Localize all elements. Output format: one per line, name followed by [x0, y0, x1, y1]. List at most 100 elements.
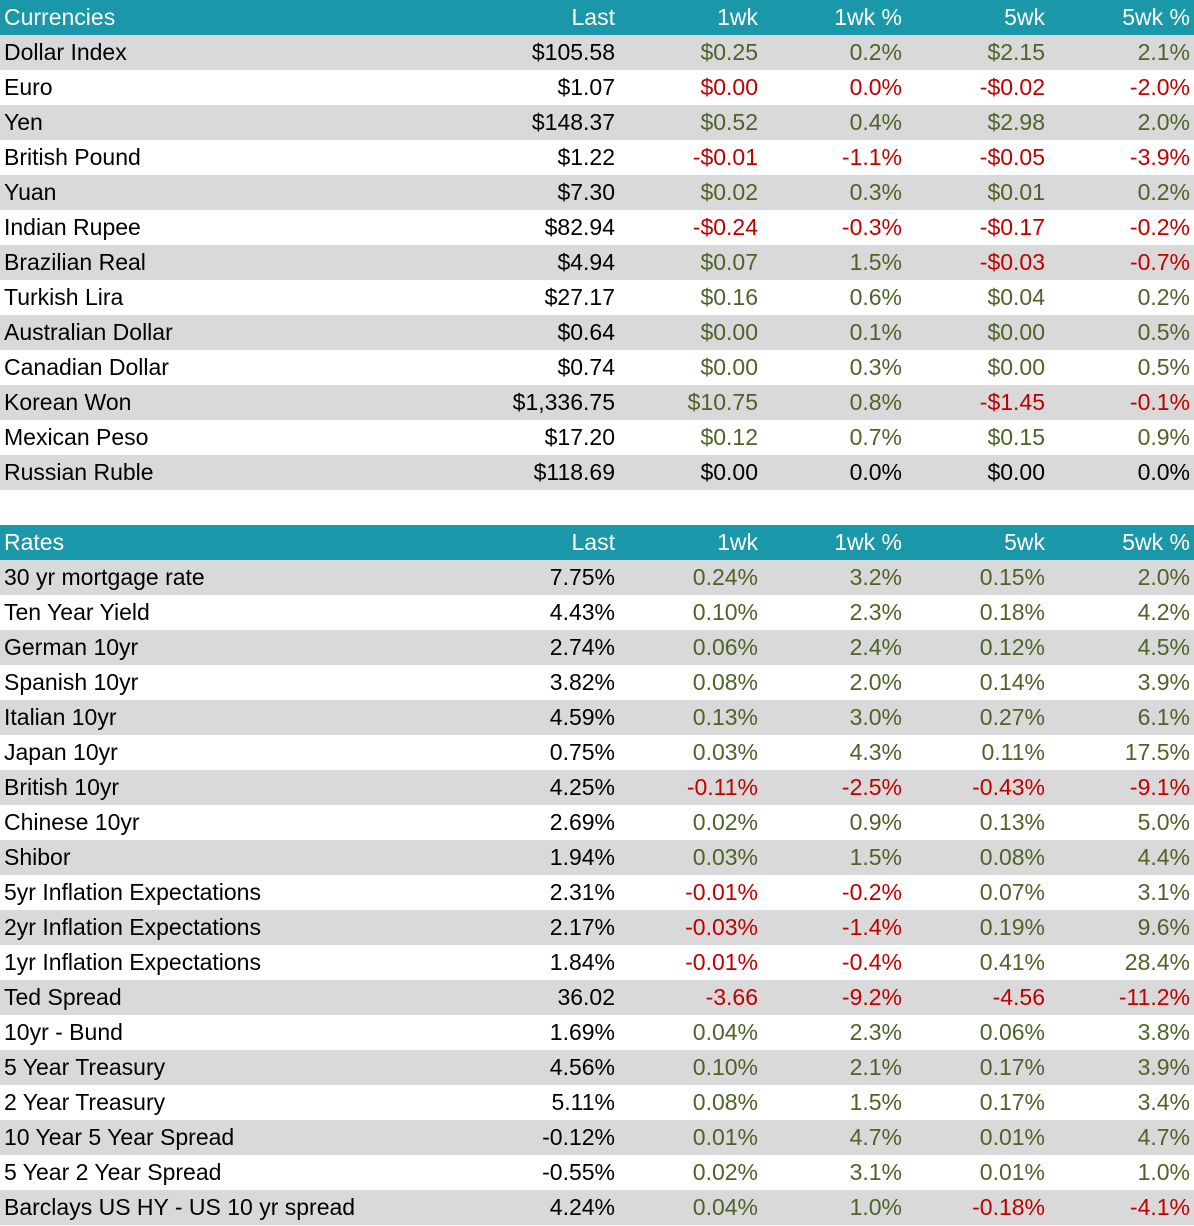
cell-1wk-pct: 0.2%	[762, 35, 906, 70]
row-label: Dollar Index	[0, 35, 475, 70]
cell-1wk-pct: 4.3%	[849, 739, 902, 765]
row-label: 5 Year 2 Year Spread	[4, 1159, 222, 1185]
header-1wk-pct: 1wk %	[762, 525, 906, 560]
rates-table: Rates Last 1wk 1wk % 5wk 5wk % 30 yr mor…	[0, 525, 1194, 1225]
cell-5wk: $2.15	[906, 35, 1049, 70]
cell-5wk: 0.07%	[979, 879, 1045, 905]
cell-5wk: 0.01%	[906, 1120, 1049, 1155]
cell-1wk-pct: 2.0%	[849, 669, 902, 695]
cell-last: 0.75%	[549, 739, 615, 765]
cell-5wk: 0.19%	[906, 910, 1049, 945]
rates-rows: 30 yr mortgage rate 7.75% 0.24% 3.2% 0.15% 2.…	[0, 560, 1194, 1225]
cell-5wk: 0.11%	[981, 739, 1045, 765]
cell-5wk-pct: 0.2%	[1049, 175, 1194, 210]
cell-1wk: $0.00	[619, 315, 762, 350]
table-row: 2yr Inflation Expectations 2.17% -0.03% -1.…	[0, 910, 1194, 945]
cell-5wk: 0.13%	[979, 809, 1045, 835]
cell-1wk-pct: 0.1%	[762, 315, 906, 350]
row-label: British 10yr	[0, 770, 475, 805]
cell-1wk-pct: -0.4%	[841, 949, 902, 975]
cell-1wk-pct: 2.3%	[849, 599, 902, 625]
cell-1wk: $0.16	[700, 284, 758, 310]
row-label: 10 Year 5 Year Spread	[0, 1120, 475, 1155]
cell-last: $17.20	[544, 424, 615, 450]
table-row: Australian Dollar $0.64 $0.00 0.1% $0.00 0.5%	[0, 315, 1194, 350]
cell-1wk-pct: 0.3%	[849, 354, 902, 380]
cell-1wk-pct: 1.5%	[762, 245, 906, 280]
cell-last: $27.17	[544, 284, 615, 310]
cell-1wk: 0.10%	[692, 599, 758, 625]
cell-5wk-pct: 9.6%	[1049, 910, 1194, 945]
cell-5wk: -0.18%	[906, 1190, 1049, 1225]
cell-1wk: -$0.01	[692, 144, 758, 170]
cell-1wk-pct: -9.2%	[762, 980, 906, 1015]
cell-last: 2.17%	[475, 910, 619, 945]
cell-5wk-pct: -11.2%	[1049, 980, 1194, 1015]
cell-5wk: -$0.17	[979, 214, 1045, 240]
cell-1wk-pct: 0.8%	[762, 385, 906, 420]
header-5wk-pct: 5wk %	[1049, 525, 1194, 560]
header-section-title: Rates	[0, 525, 475, 560]
cell-5wk-pct: 4.2%	[1137, 599, 1190, 625]
cell-5wk: $0.15	[987, 424, 1045, 450]
cell-5wk-pct: 6.1%	[1049, 700, 1194, 735]
table-row: 5 Year 2 Year Spread -0.55% 0.02% 3.1% 0.01%…	[0, 1155, 1194, 1190]
cell-5wk: -4.56	[906, 980, 1049, 1015]
cell-1wk: 0.03%	[619, 840, 762, 875]
cell-1wk-pct: 0.6%	[849, 284, 902, 310]
cell-1wk-pct: 1.5%	[762, 840, 906, 875]
cell-1wk-pct: 0.9%	[849, 809, 902, 835]
cell-1wk: 0.04%	[619, 1190, 762, 1225]
row-label: Chinese 10yr	[4, 809, 140, 835]
row-label: Japan 10yr	[4, 739, 118, 765]
cell-5wk-pct: 0.0%	[1049, 455, 1194, 490]
cell-1wk: 0.24%	[619, 560, 762, 595]
cell-1wk-pct: -1.4%	[762, 910, 906, 945]
table-row: Mexican Peso $17.20 $0.12 0.7% $0.15 0.9%	[0, 420, 1194, 455]
cell-5wk: 0.41%	[979, 949, 1045, 975]
cell-last: $1.07	[557, 74, 615, 100]
cell-5wk: 0.12%	[906, 630, 1049, 665]
cell-5wk: -$0.03	[906, 245, 1049, 280]
cell-1wk: -$0.24	[692, 214, 758, 240]
cell-last: 4.43%	[549, 599, 615, 625]
cell-5wk: 0.27%	[906, 700, 1049, 735]
cell-5wk-pct: -2.0%	[1129, 74, 1190, 100]
cell-1wk-pct: 0.3%	[762, 175, 906, 210]
cell-1wk-pct: 2.4%	[762, 630, 906, 665]
table-row: Italian 10yr 4.59% 0.13% 3.0% 0.27% 6.1%	[0, 700, 1194, 735]
cell-last: $7.30	[475, 175, 619, 210]
cell-last: $0.74	[557, 354, 615, 380]
table-row: Japan 10yr 0.75% 0.03% 4.3% 0.11% 17.5%	[0, 735, 1194, 770]
table-row: Spanish 10yr 3.82% 0.08% 2.0% 0.14% 3.9%	[0, 665, 1194, 700]
cell-1wk: 0.03%	[692, 739, 758, 765]
table-row: Ted Spread 36.02 -3.66 -9.2% -4.56 -11.2%	[0, 980, 1194, 1015]
cell-5wk-pct: 3.8%	[1137, 1019, 1190, 1045]
table-row: Euro $1.07 $0.00 0.0% -$0.02 -2.0%	[0, 70, 1194, 105]
table-row: 2 Year Treasury 5.11% 0.08% 1.5% 0.17% 3.4%	[0, 1085, 1194, 1120]
cell-last: $148.37	[475, 105, 619, 140]
table-row: German 10yr 2.74% 0.06% 2.4% 0.12% 4.5%	[0, 630, 1194, 665]
cell-5wk: $0.04	[987, 284, 1045, 310]
header-5wk: 5wk	[906, 0, 1049, 35]
cell-5wk: 0.14%	[979, 669, 1045, 695]
cell-1wk-pct: 1.0%	[762, 1190, 906, 1225]
cell-last: 36.02	[475, 980, 619, 1015]
cell-1wk-pct: 0.4%	[762, 105, 906, 140]
cell-5wk-pct: 17.5%	[1124, 739, 1190, 765]
cell-last: $4.94	[475, 245, 619, 280]
cell-1wk: $0.25	[619, 35, 762, 70]
cell-5wk-pct: 4.5%	[1049, 630, 1194, 665]
cell-last: 2.31%	[549, 879, 615, 905]
cell-1wk: 0.01%	[619, 1120, 762, 1155]
row-label: Turkish Lira	[4, 284, 124, 310]
cell-5wk-pct: 28.4%	[1124, 949, 1190, 975]
row-label: Spanish 10yr	[4, 669, 139, 695]
cell-5wk: -$0.05	[979, 144, 1045, 170]
cell-5wk: 0.17%	[979, 1089, 1045, 1115]
cell-5wk-pct: 4.7%	[1049, 1120, 1194, 1155]
row-label: Ted Spread	[0, 980, 475, 1015]
row-label: Yen	[0, 105, 475, 140]
cell-last: 5.11%	[551, 1089, 615, 1115]
table-row: Yen $148.37 $0.52 0.4% $2.98 2.0%	[0, 105, 1194, 140]
